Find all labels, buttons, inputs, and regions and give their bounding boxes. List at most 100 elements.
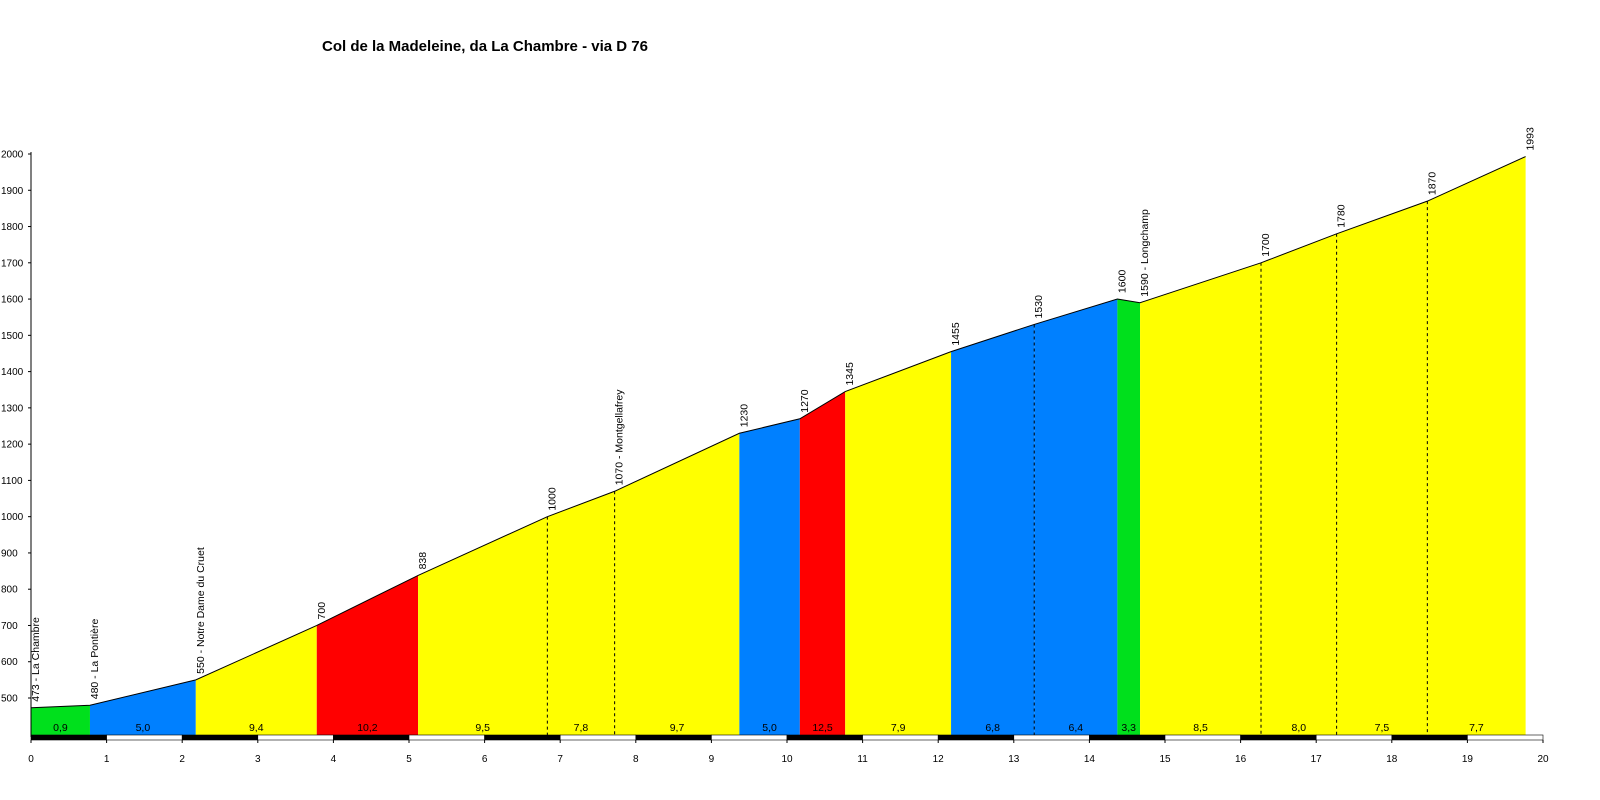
grade-label-9: 12,5: [812, 722, 833, 734]
elevation-label-15: 1700: [1260, 233, 1272, 257]
grade-label-1: 0,9: [53, 722, 68, 734]
segment-fill-13: [1117, 299, 1141, 735]
segment-fill-7: [614, 433, 740, 735]
elevation-label-4: 700: [316, 602, 328, 620]
grade-label-8: 5,0: [762, 722, 777, 734]
segment-fill-1: [31, 705, 90, 735]
segment-fill-15: [1261, 233, 1337, 735]
grade-label-11: 6,8: [985, 722, 1000, 734]
km-band-10: [786, 734, 863, 741]
grade-labels: 0,9 5,0 9,4 10,2 9,5 7,8 9,7 5,0 12,5 7,9 6,8 6,4 3,…: [53, 722, 1484, 734]
x-tick-label-11: 11: [857, 754, 868, 765]
y-tick-label-1300: 1300: [1, 403, 24, 414]
grade-label-10: 7,9: [891, 722, 906, 734]
x-tick-label-19: 19: [1462, 754, 1474, 765]
y-tick-label-1700: 1700: [1, 258, 24, 269]
km-band-6: [484, 734, 561, 741]
grade-label-2: 5,0: [136, 722, 151, 734]
km-band-0: [30, 734, 107, 741]
x-tick-label-8: 8: [633, 754, 639, 765]
grade-label-14: 8,5: [1193, 722, 1208, 734]
y-tick-label-1900: 1900: [1, 186, 24, 197]
segment-fills: [31, 156, 1526, 735]
elevation-label-14: 1590 - Longchamp: [1139, 209, 1151, 297]
grade-label-16: 7,5: [1375, 722, 1390, 734]
segment-fill-9: [799, 391, 846, 735]
km-band-8: [635, 734, 712, 741]
segment-fill-11: [951, 324, 1035, 735]
x-tick-label-0: 0: [28, 754, 34, 765]
x-tick-label-14: 14: [1084, 754, 1096, 765]
y-tick-label-1600: 1600: [1, 295, 24, 306]
elevation-label-17: 1870: [1426, 172, 1438, 196]
profile-outline: [30, 156, 1526, 709]
x-tick-label-6: 6: [482, 754, 488, 765]
elevation-label-6: 1000: [546, 487, 558, 511]
grade-label-6: 7,8: [574, 722, 589, 734]
km-band-17: [1315, 734, 1393, 741]
x-tick-label-9: 9: [709, 754, 715, 765]
x-tick-label-10: 10: [781, 754, 793, 765]
axes: 500 600 700 800 900 1000 1100 1200 1300 1400 1500 1…: [1, 150, 32, 737]
km-band-14: [1089, 734, 1166, 741]
km-band-1: [106, 734, 183, 741]
x-tick-label-13: 13: [1008, 754, 1020, 765]
segment-fill-6: [547, 491, 615, 735]
x-tick-label-17: 17: [1311, 754, 1323, 765]
x-tick-label-3: 3: [255, 754, 261, 765]
segment-fill-17: [1427, 156, 1526, 735]
grade-label-3: 9,4: [249, 722, 264, 734]
y-tick-label-1200: 1200: [1, 440, 24, 451]
km-band-12: [937, 734, 1015, 741]
x-tick-label-12: 12: [933, 754, 945, 765]
y-tick-label-700: 700: [1, 621, 18, 632]
segment-fill-2: [89, 679, 196, 735]
km-band-18: [1391, 734, 1468, 741]
segment-fill-8: [739, 418, 800, 735]
x-tick-label-7: 7: [557, 754, 563, 765]
elevation-label-11: 1455: [950, 322, 962, 346]
x-tick-label-1: 1: [104, 754, 110, 765]
grade-label-13: 3,3: [1121, 722, 1136, 734]
segment-fill-16: [1336, 201, 1428, 735]
x-tick-label-15: 15: [1159, 754, 1171, 765]
elevation-label-7: 1070 - Montgellafrey: [614, 389, 626, 485]
km-band-4: [333, 734, 410, 741]
y-tick-label-900: 900: [1, 548, 18, 559]
grade-label-17: 7,7: [1469, 722, 1484, 734]
km-band-16: [1240, 734, 1317, 741]
y-tick-label-1000: 1000: [1, 512, 24, 523]
km-band-13: [1013, 734, 1090, 741]
y-tick-label-2000: 2000: [1, 150, 24, 161]
x-tick-label-4: 4: [331, 754, 337, 765]
x-tick-label-5: 5: [406, 754, 412, 765]
elevation-label-8: 1230: [738, 404, 750, 428]
grade-label-4: 10,2: [357, 722, 378, 734]
elevation-label-12: 1530: [1033, 295, 1045, 319]
x-tick-label-20: 20: [1537, 754, 1549, 765]
y-tick-label-500: 500: [1, 694, 18, 705]
km-band-2: [181, 734, 259, 741]
grade-label-5: 9,5: [475, 722, 490, 734]
elevation-label-18: 1993: [1525, 127, 1537, 151]
y-tick-label-1800: 1800: [1, 222, 24, 233]
km-band-19: [1467, 734, 1544, 741]
elevation-label-16: 1780: [1336, 204, 1348, 228]
grade-label-15: 8,0: [1292, 722, 1307, 734]
km-band-7: [559, 734, 637, 741]
km-band-5: [408, 734, 485, 741]
km-band-11: [862, 734, 939, 741]
y-tick-label-600: 600: [1, 657, 18, 668]
elevation-label-10: 1345: [844, 362, 856, 386]
segment-fill-5: [418, 516, 548, 735]
segment-fill-14: [1140, 262, 1262, 735]
y-tick-label-1400: 1400: [1, 367, 24, 378]
elevation-label-13: 1600: [1116, 270, 1128, 294]
elevation-labels: 473 - La Chambre 480 - La Pontière 550 - N…: [30, 127, 1537, 702]
grade-label-12: 6,4: [1068, 722, 1083, 734]
grade-label-7: 9,7: [670, 722, 685, 734]
x-tick-label-16: 16: [1235, 754, 1247, 765]
elevation-label-3: 550 - Notre Dame du Cruet: [195, 547, 207, 674]
y-tick-label-1500: 1500: [1, 331, 24, 342]
segment-fill-10: [845, 351, 952, 735]
